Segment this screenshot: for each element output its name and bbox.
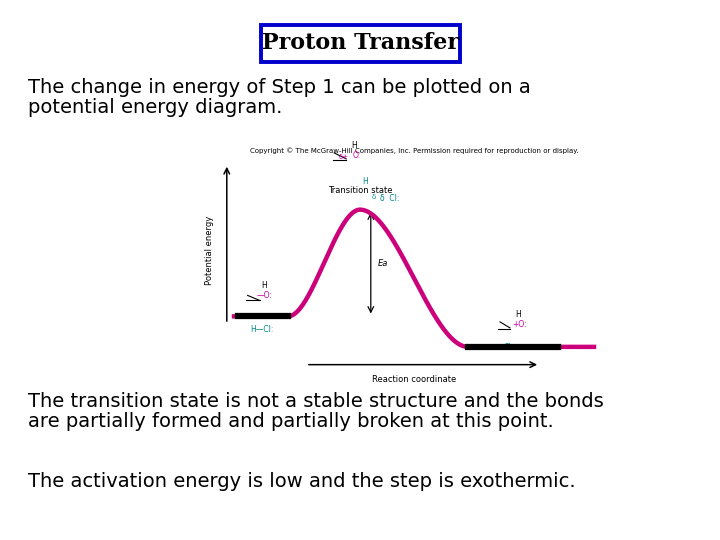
Text: +O:: +O:	[512, 320, 526, 329]
Text: —O:: —O:	[256, 292, 273, 300]
Text: O:: O:	[352, 151, 361, 160]
Text: Copyright © The McGraw-Hill Companies, Inc. Permission required for reproduction: Copyright © The McGraw-Hill Companies, I…	[250, 147, 578, 154]
Text: Proton Transfer: Proton Transfer	[261, 32, 459, 54]
Text: Reaction coordinate: Reaction coordinate	[372, 375, 456, 383]
Text: H: H	[515, 310, 521, 319]
Text: are partially formed and partially broken at this point.: are partially formed and partially broke…	[28, 412, 554, 431]
Text: Potential energy: Potential energy	[205, 215, 215, 285]
Text: Cl:: Cl:	[504, 343, 514, 352]
Text: H—Cl:: H—Cl:	[251, 325, 274, 334]
Text: Transition state: Transition state	[328, 186, 392, 195]
Text: Ea: Ea	[378, 259, 388, 267]
Text: The transition state is not a stable structure and the bonds: The transition state is not a stable str…	[28, 392, 604, 411]
Text: H: H	[363, 177, 368, 186]
Text: The activation energy is low and the step is exothermic.: The activation energy is low and the ste…	[28, 472, 575, 491]
Text: potential energy diagram.: potential energy diagram.	[28, 98, 282, 117]
Text: H: H	[262, 281, 267, 291]
Text: H: H	[351, 141, 357, 150]
FancyBboxPatch shape	[261, 24, 459, 62]
Text: δ: δ	[372, 194, 376, 200]
Text: δ+: δ+	[339, 154, 349, 160]
Text: δ  Cl:: δ Cl:	[380, 194, 399, 202]
Text: The change in energy of Step 1 can be plotted on a: The change in energy of Step 1 can be pl…	[28, 78, 531, 97]
